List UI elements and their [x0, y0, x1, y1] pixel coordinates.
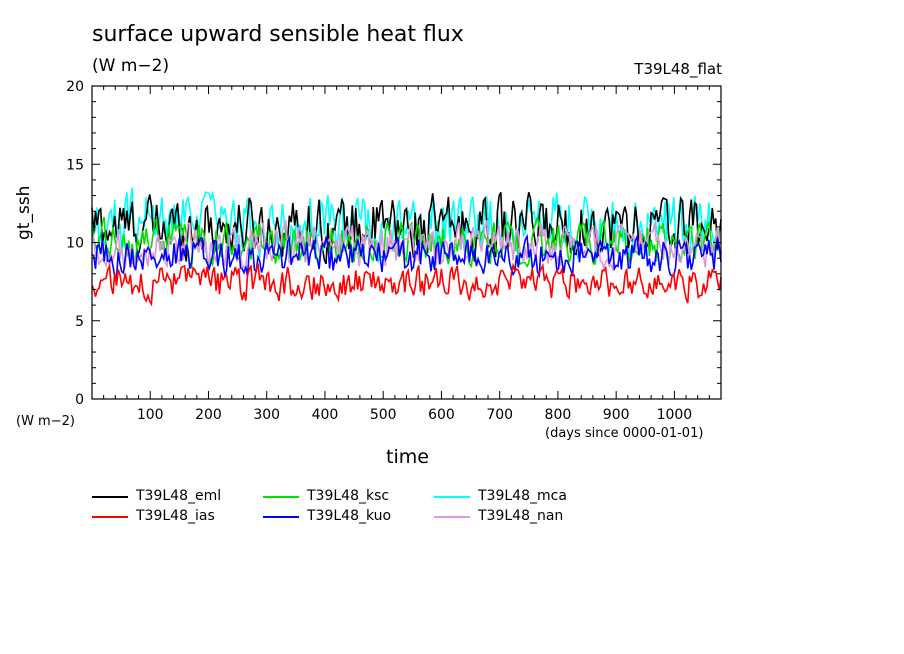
y-axis-units: (W m−2): [16, 414, 75, 429]
y-tick-label: 5: [75, 314, 84, 330]
x-tick-label: 500: [370, 407, 397, 423]
legend-label: T39L48_ksc: [307, 488, 390, 504]
experiment-label: T39L48_flat: [634, 60, 722, 78]
series-line-T39L48_kuo: [91, 233, 722, 281]
x-tick-label: 300: [253, 407, 280, 423]
x-tick-label: 200: [195, 407, 222, 423]
x-axis-units: (days since 0000-01-01): [545, 426, 704, 441]
legend-label: T39L48_mca: [478, 488, 567, 504]
x-tick-label: 1000: [657, 407, 693, 423]
legend-swatch: [263, 496, 299, 498]
chart-units: (W m−2): [92, 56, 170, 76]
legend-swatch: [92, 516, 128, 518]
legend-swatch: [92, 496, 128, 498]
x-tick-label: 600: [428, 407, 455, 423]
series-line-T39L48_eml: [91, 192, 722, 265]
legend-label: T39L48_eml: [136, 488, 222, 504]
legend-swatch: [434, 496, 470, 498]
x-tick-label: 100: [137, 407, 164, 423]
x-tick-label: 800: [545, 407, 572, 423]
y-tick-label: 10: [66, 236, 84, 252]
legend-label: T39L48_ias: [136, 508, 215, 524]
x-tick-label: 700: [486, 407, 513, 423]
y-tick-label: 15: [66, 157, 84, 173]
x-tick-label: 400: [312, 407, 339, 423]
series-line-T39L48_ias: [91, 262, 722, 307]
y-tick-label: 0: [75, 392, 84, 408]
legend-swatch: [434, 516, 470, 518]
y-tick-label: 20: [66, 79, 84, 95]
chart-title: surface upward sensible heat flux: [92, 22, 464, 47]
x-axis-label: time: [386, 446, 429, 468]
legend-label: T39L48_nan: [478, 508, 564, 524]
legend-label: T39L48_kuo: [307, 508, 392, 524]
legend-swatch: [263, 516, 299, 518]
x-tick-label: 900: [603, 407, 630, 423]
